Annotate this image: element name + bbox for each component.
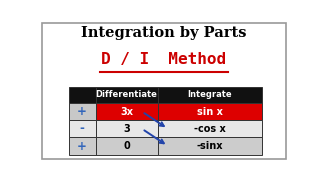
Bar (96, 138, 157, 155)
Text: -: - (80, 122, 84, 135)
Text: +: + (77, 140, 87, 153)
Text: Differentiate: Differentiate (96, 90, 157, 99)
Text: 3x: 3x (120, 107, 133, 117)
Text: 0: 0 (123, 141, 130, 151)
Bar (157, 87, 262, 103)
Bar (68, 103, 96, 120)
Text: sin x: sin x (197, 107, 223, 117)
Bar (157, 103, 262, 120)
Bar (68, 87, 96, 103)
Bar (96, 87, 157, 103)
Text: Integrate: Integrate (188, 90, 232, 99)
Text: -cos x: -cos x (194, 124, 226, 134)
Text: D / I  Method: D / I Method (101, 52, 227, 67)
Bar (157, 120, 262, 138)
Text: Integration by Parts: Integration by Parts (81, 26, 247, 40)
Text: +: + (77, 105, 87, 118)
Bar (157, 138, 262, 155)
Bar (96, 103, 157, 120)
Bar (68, 120, 96, 138)
Bar (96, 120, 157, 138)
Text: 3: 3 (123, 124, 130, 134)
Text: -sinx: -sinx (196, 141, 223, 151)
Bar (68, 138, 96, 155)
